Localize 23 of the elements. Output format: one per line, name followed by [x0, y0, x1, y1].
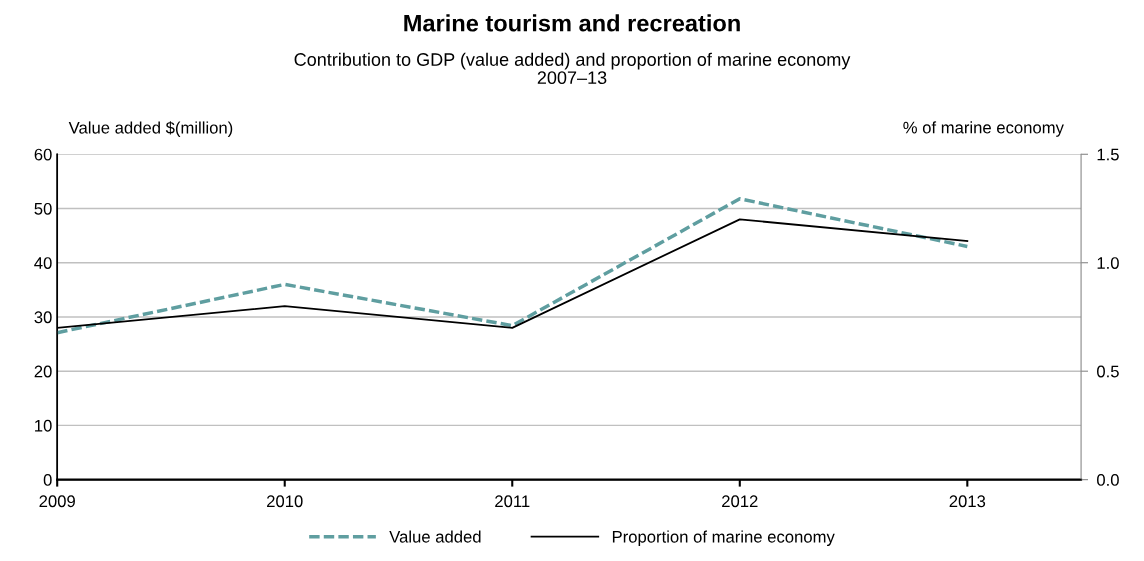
- legend-label: Value added: [389, 530, 481, 543]
- x-tick-label: 2010: [267, 495, 303, 508]
- y-tick-label: 30: [34, 311, 52, 324]
- y2-tick-label: 1.0: [1097, 257, 1119, 269]
- y2-axis-title: % of marine economy: [903, 121, 1064, 137]
- y-tick-label: 40: [34, 257, 52, 269]
- y-tick-label: 20: [34, 365, 52, 378]
- chart-title: Marine tourism and recreation: [404, 14, 740, 32]
- y-tick-label: 50: [34, 202, 52, 215]
- line-series: [57, 197, 970, 335]
- y-tick-label: 60: [34, 148, 52, 161]
- legend-label: Proportion of marine economy: [612, 530, 835, 546]
- y-tick-label: 0: [43, 474, 52, 486]
- y-tick-label: 10: [35, 419, 52, 432]
- x-tick-label: 2012: [722, 495, 758, 508]
- y-axis-title: Value added $(million): [68, 121, 233, 137]
- x-tick-label: 2009: [39, 495, 75, 508]
- y2-tick-label: 0.5: [1097, 365, 1119, 378]
- x-tick-label: 2013: [949, 495, 986, 508]
- x-tick-label: 2011: [495, 495, 530, 508]
- y2-tick-label: 1.5: [1097, 148, 1119, 161]
- y2-tick-label: 0.0: [1097, 474, 1119, 486]
- chart-subtitle: Contribution to GDP (value added) and proportion of marine economy 2007–13: [294, 52, 851, 85]
